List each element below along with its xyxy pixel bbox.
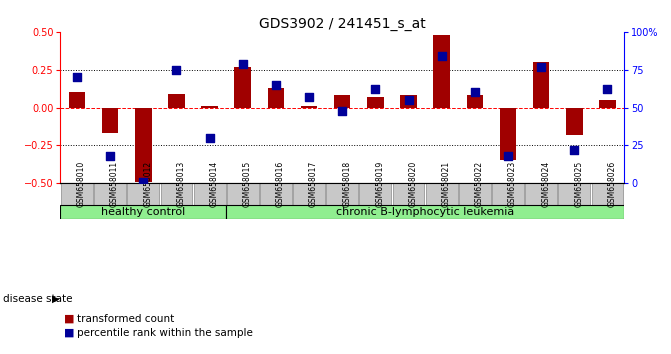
Bar: [293, 183, 325, 205]
Bar: [566, 108, 582, 135]
Point: [370, 86, 380, 92]
Point: [535, 64, 546, 69]
Bar: [268, 88, 285, 108]
Bar: [393, 183, 425, 205]
Bar: [60, 205, 226, 219]
Bar: [68, 92, 85, 108]
Bar: [260, 183, 292, 205]
Bar: [599, 100, 616, 108]
Point: [304, 94, 315, 100]
Bar: [334, 96, 350, 108]
Point: [602, 86, 613, 92]
Point: [138, 179, 149, 184]
Bar: [135, 108, 152, 182]
Bar: [558, 183, 590, 205]
Text: GSM658011: GSM658011: [110, 161, 119, 207]
Bar: [234, 67, 251, 108]
Text: GSM658023: GSM658023: [508, 161, 517, 207]
Text: ■: ■: [64, 328, 74, 338]
Text: GSM658017: GSM658017: [309, 161, 318, 207]
Point: [270, 82, 281, 88]
Bar: [194, 183, 225, 205]
Point: [403, 97, 414, 103]
Text: GSM658012: GSM658012: [144, 161, 152, 207]
Point: [503, 153, 513, 159]
Title: GDS3902 / 241451_s_at: GDS3902 / 241451_s_at: [259, 17, 425, 31]
Bar: [227, 183, 258, 205]
Text: disease state: disease state: [3, 294, 73, 304]
Text: GSM658024: GSM658024: [541, 161, 550, 207]
Point: [105, 153, 115, 159]
Point: [238, 61, 248, 67]
Bar: [226, 205, 624, 219]
Text: healthy control: healthy control: [101, 207, 185, 217]
Bar: [201, 106, 218, 108]
Bar: [459, 183, 491, 205]
Bar: [400, 96, 417, 108]
Bar: [127, 183, 159, 205]
Bar: [592, 183, 623, 205]
Bar: [500, 108, 516, 160]
Text: GSM658016: GSM658016: [276, 161, 285, 207]
Text: transformed count: transformed count: [77, 314, 174, 324]
Text: GSM658026: GSM658026: [607, 161, 617, 207]
Point: [72, 74, 83, 80]
Bar: [326, 183, 358, 205]
Text: ▶: ▶: [52, 294, 59, 304]
Text: GSM658015: GSM658015: [243, 161, 252, 207]
Text: GSM658010: GSM658010: [77, 161, 86, 207]
Bar: [466, 96, 483, 108]
Point: [436, 53, 447, 59]
Text: GSM658013: GSM658013: [176, 161, 185, 207]
Bar: [433, 35, 450, 108]
Text: chronic B-lymphocytic leukemia: chronic B-lymphocytic leukemia: [336, 207, 514, 217]
Bar: [94, 183, 126, 205]
Point: [171, 67, 182, 73]
Bar: [301, 106, 317, 108]
Bar: [525, 183, 557, 205]
Bar: [160, 183, 193, 205]
Text: GSM658025: GSM658025: [574, 161, 583, 207]
Text: ■: ■: [64, 314, 74, 324]
Text: GSM658022: GSM658022: [475, 161, 484, 207]
Point: [337, 108, 348, 113]
Text: GSM658019: GSM658019: [375, 161, 384, 207]
Bar: [426, 183, 458, 205]
Text: GSM658014: GSM658014: [209, 161, 219, 207]
Point: [470, 90, 480, 95]
Bar: [367, 97, 384, 108]
Bar: [168, 94, 185, 108]
Point: [204, 135, 215, 141]
Text: GSM658020: GSM658020: [409, 161, 417, 207]
Point: [569, 147, 580, 153]
Bar: [533, 62, 550, 108]
Bar: [492, 183, 524, 205]
Text: GSM658018: GSM658018: [342, 161, 351, 207]
Text: percentile rank within the sample: percentile rank within the sample: [77, 328, 253, 338]
Bar: [360, 183, 391, 205]
Bar: [61, 183, 93, 205]
Text: GSM658021: GSM658021: [442, 161, 451, 207]
Bar: [102, 108, 118, 133]
